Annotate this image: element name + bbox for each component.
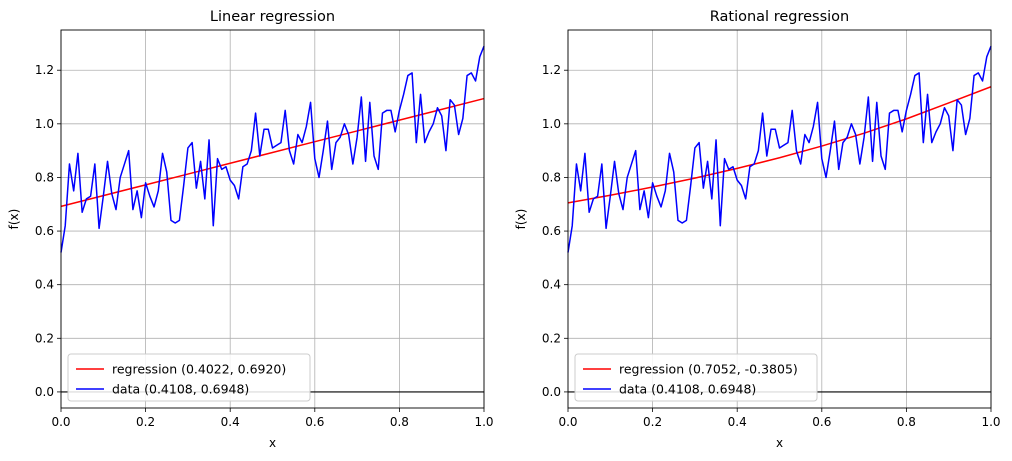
y-axis-label: f(x) — [7, 209, 21, 230]
y-tick-label: 1.0 — [542, 117, 561, 131]
x-axis-label: x — [269, 436, 276, 450]
y-tick-label: 0.0 — [35, 385, 54, 399]
y-tick-label: 0.2 — [35, 331, 54, 345]
y-tick-label: 1.2 — [542, 63, 561, 77]
y-tick-label: 0.6 — [542, 224, 561, 238]
x-tick-label: 0.6 — [812, 415, 831, 429]
y-tick-label: 0.0 — [542, 385, 561, 399]
x-tick-label: 0.0 — [558, 415, 577, 429]
x-tick-label: 0.8 — [897, 415, 916, 429]
legend-box — [574, 353, 818, 402]
x-tick-label: 0.4 — [728, 415, 747, 429]
y-tick-label: 0.4 — [542, 278, 561, 292]
y-tick-label: 0.6 — [35, 224, 54, 238]
chart-panel-1: 0.0 0.2 0.4 0.6 0.8 1.0 0.0 0.2 0.4 0.6 0.8 1.0 1.2 L… — [7, 9, 494, 450]
y-tick-label: 0.2 — [542, 331, 561, 345]
axes-frame — [567, 29, 992, 409]
x-tick-label: 0.2 — [136, 415, 155, 429]
x-tick-label: 1.0 — [981, 415, 1000, 429]
data-line — [567, 45, 992, 253]
chart-title: Linear regression — [210, 9, 335, 25]
data-line — [60, 45, 485, 253]
legend-box — [67, 353, 311, 402]
y-tick-label: 1.2 — [35, 63, 54, 77]
y-tick-label: 0.4 — [35, 278, 54, 292]
x-tick-label: 0.0 — [51, 415, 70, 429]
axes-frame — [60, 29, 485, 409]
x-axis-label: x — [776, 436, 783, 450]
x-tick-label: 1.0 — [474, 415, 493, 429]
x-tick-label: 0.4 — [221, 415, 240, 429]
y-axis-label: f(x) — [514, 209, 528, 230]
x-tick-label: 0.6 — [305, 415, 324, 429]
legend-entry: data (0.4108, 0.6948) — [619, 382, 756, 397]
chart-title: Rational regression — [710, 9, 849, 25]
y-tick-label: 1.0 — [35, 117, 54, 131]
legend-entry: regression (0.4022, 0.6920) — [112, 362, 286, 377]
x-tick-label: 0.2 — [643, 415, 662, 429]
legend: regression (0.4022, 0.6920) data (0.4108,… — [67, 353, 311, 402]
legend-entry: regression (0.7052, -0.3805) — [619, 362, 798, 377]
y-tick-label: 0.8 — [542, 170, 561, 184]
chart-panel-2: 0.0 0.2 0.4 0.6 0.8 1.0 0.0 0.2 0.4 0.6 0.8 1.0 1.2 R… — [514, 9, 1001, 450]
y-tick-label: 0.8 — [35, 170, 54, 184]
legend-entry: data (0.4108, 0.6948) — [112, 382, 249, 397]
legend: regression (0.7052, -0.3805) data (0.4108… — [574, 353, 818, 402]
x-tick-label: 0.8 — [390, 415, 409, 429]
